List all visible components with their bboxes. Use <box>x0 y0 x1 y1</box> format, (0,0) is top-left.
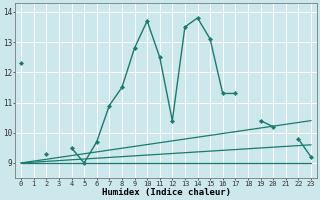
X-axis label: Humidex (Indice chaleur): Humidex (Indice chaleur) <box>101 188 230 197</box>
